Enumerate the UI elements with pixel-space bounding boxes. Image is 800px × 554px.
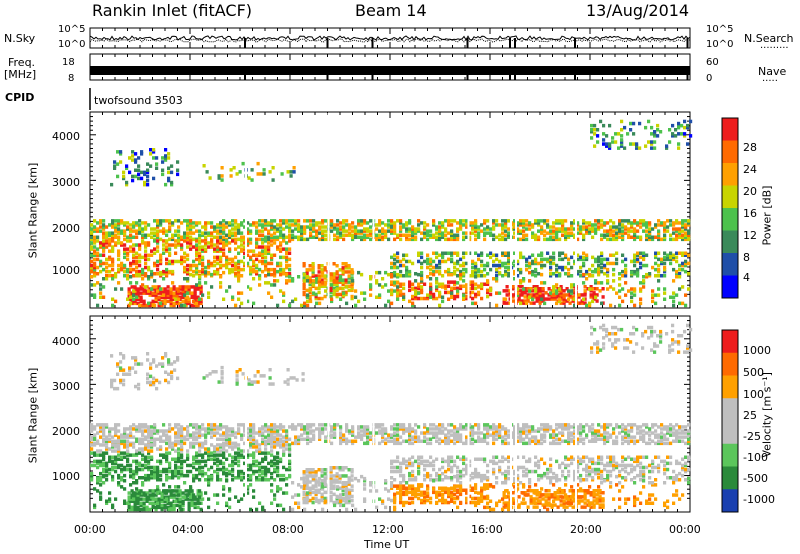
velocity-colorbar-swatch [722, 443, 738, 467]
noise-search-label: N.Search [744, 32, 794, 45]
beam-title: Beam 14 [355, 1, 427, 20]
nave-label: Nave [758, 65, 787, 78]
power-ytick-3000: 3000 [52, 176, 80, 189]
power-colorbar-swatch [722, 208, 738, 231]
velocity-colorbar-swatch [722, 330, 738, 354]
data-gap [467, 317, 470, 511]
velocity-colorbar-swatch [722, 466, 738, 490]
power-ytick-1000: 1000 [52, 264, 80, 277]
noise-left-tick-low: 10^0 [58, 39, 86, 50]
data-gap [372, 113, 375, 307]
data-gap [515, 113, 517, 307]
data-gap [515, 317, 517, 511]
nave-dots: ····· [762, 76, 778, 87]
power-colorbar-frame [721, 117, 739, 299]
power-colorbar-label: Power [dB] [760, 185, 774, 246]
vel-ytick-4000: 4000 [52, 335, 80, 348]
vel-data-cells [90, 323, 693, 512]
power-cb-tick-28: 28 [743, 141, 757, 154]
data-gap [372, 317, 375, 511]
power-cb-tick-24: 24 [743, 163, 757, 176]
velocity-colorbar-swatch [722, 489, 738, 513]
power-colorbar-swatch [722, 253, 738, 276]
data-gap [575, 113, 577, 307]
vel-colorbar-label: Velocity [m s⁻¹] [760, 372, 774, 458]
power-colorbar-swatch [722, 185, 738, 209]
velocity-colorbar-swatch [722, 421, 738, 445]
date-title: 13/Aug/2014 [586, 1, 690, 20]
freq-tick-high: 18 [62, 57, 75, 68]
data-gap [510, 113, 512, 307]
vel-cb-tick-neg500: -500 [743, 472, 768, 485]
velocity-colorbar-frame [721, 329, 739, 513]
vel-cb-tick-25: 25 [743, 409, 757, 422]
xtick-2: 08:00 [272, 523, 304, 536]
xaxis-label: Time UT [364, 538, 410, 551]
xtick-1: 04:00 [172, 523, 204, 536]
data-gap [575, 317, 577, 511]
power-ytick-2000: 2000 [52, 222, 80, 235]
noise-right-tick-low: 10^0 [706, 39, 734, 50]
power-cb-tick-20: 20 [743, 185, 757, 198]
nave-tick-low: 0 [706, 73, 713, 84]
noise-search-line [89, 38, 691, 44]
noise-right-tick-high: 10^5 [706, 24, 734, 35]
xtick-5: 20:00 [570, 523, 602, 536]
velocity-colorbar-swatch [722, 398, 738, 422]
vel-cb-tick-500: 500 [743, 366, 764, 379]
vel-cb-tick-1000: 1000 [743, 344, 771, 357]
vel-cb-tick-100: 100 [743, 388, 764, 401]
freq-nave-band [90, 66, 690, 75]
cpid-label: CPID [5, 91, 35, 104]
vel-cb-tick-neg25: -25 [743, 430, 761, 443]
vel-ylabel: Slant Range [km] [26, 367, 40, 464]
power-data-cells [90, 119, 693, 308]
data-gap [510, 317, 512, 511]
power-ylabel: Slant Range [km] [26, 162, 40, 259]
data-gap [327, 317, 330, 511]
power-ytick-4000: 4000 [52, 130, 80, 143]
power-colorbar-swatch [722, 275, 738, 299]
power-cb-tick-12: 12 [743, 229, 757, 242]
noise-left-tick-high: 10^5 [58, 24, 86, 35]
xtick-0: 00:00 [74, 523, 106, 536]
power-cb-tick-8: 8 [743, 251, 750, 264]
power-colorbar-swatch [722, 230, 738, 254]
power-colorbar-swatch [722, 140, 738, 164]
vel-cb-tick-neg1000: -1000 [743, 493, 775, 506]
noise-search-dots: ········· [760, 43, 789, 54]
data-gap [245, 317, 247, 511]
noise-sky-label: N.Sky [4, 32, 36, 45]
data-gap [467, 113, 470, 307]
freq-unit-label: [MHz] [4, 68, 37, 81]
power-panel-frame [89, 111, 691, 309]
velocity-colorbar-swatch [722, 375, 738, 399]
vel-ytick-2000: 2000 [52, 425, 80, 438]
vel-ytick-3000: 3000 [52, 380, 80, 393]
power-colorbar-swatch [722, 163, 738, 186]
freq-tick-low: 8 [68, 73, 75, 84]
noise-sky-line [89, 35, 691, 41]
power-cb-tick-16: 16 [743, 207, 757, 220]
power-cb-tick-4: 4 [743, 271, 750, 284]
data-gap [245, 113, 247, 307]
velocity-colorbar-swatch [722, 352, 738, 376]
cpid-value: twofsound 3503 [94, 94, 183, 107]
xtick-4: 16:00 [471, 523, 503, 536]
xtick-3: 12:00 [372, 523, 404, 536]
power-colorbar-swatch [722, 118, 738, 141]
freq-label: Freq. [8, 56, 36, 69]
vel-ytick-1000: 1000 [52, 470, 80, 483]
nave-tick-high: 60 [706, 57, 719, 68]
xtick-6: 00:00 [669, 523, 701, 536]
data-gap [327, 113, 330, 307]
station-title: Rankin Inlet (fitACF) [92, 1, 253, 20]
vel-cb-tick-neg100: -100 [743, 451, 768, 464]
